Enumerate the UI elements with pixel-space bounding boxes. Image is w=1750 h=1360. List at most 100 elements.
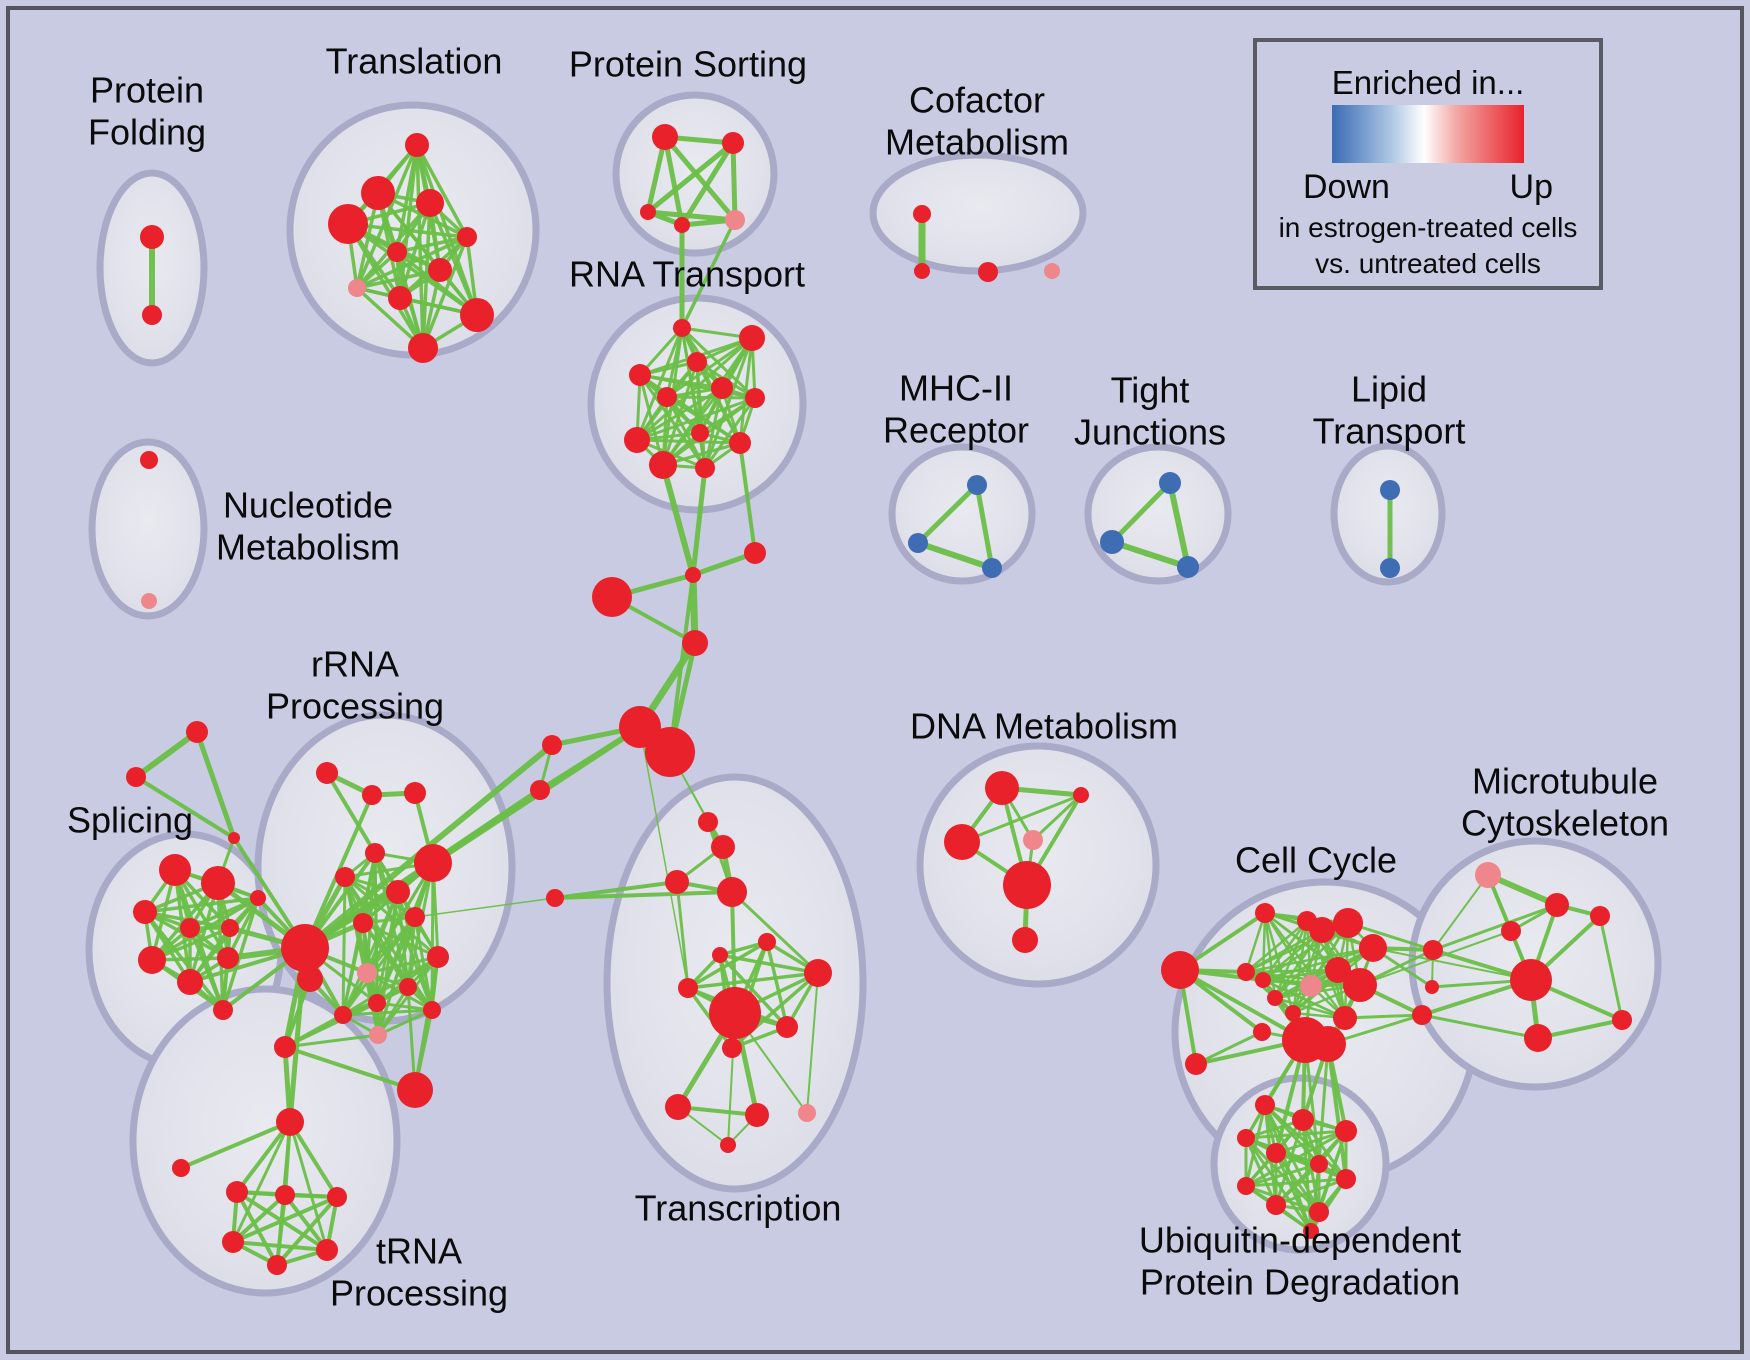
node-rt2 [739, 325, 765, 351]
node-cc12 [1255, 972, 1271, 988]
cluster-label-mhc2-receptor: Receptor [883, 410, 1029, 451]
node-tr1 [405, 133, 429, 157]
node-tr11 [408, 333, 438, 363]
node-mt3 [1501, 921, 1521, 941]
node-tx4 [717, 877, 747, 907]
edge [1274, 1151, 1313, 1233]
edge [1432, 874, 1489, 951]
node-rr16 [334, 1006, 352, 1024]
cluster-label-lipid-transport: Transport [1313, 411, 1466, 452]
edge [553, 890, 734, 900]
node-tx15 [798, 1104, 816, 1122]
node-ub6 [1310, 1155, 1328, 1173]
edge [703, 336, 754, 470]
node-tri3 [228, 832, 240, 844]
node-rr8 [353, 913, 373, 933]
edge [1536, 1018, 1624, 1040]
node-cn1 [685, 567, 701, 583]
edge [915, 540, 995, 571]
edge [421, 235, 469, 350]
node-tn5 [316, 1239, 338, 1261]
edge [1244, 1162, 1321, 1188]
node-cc1 [1161, 951, 1199, 989]
node-tn4 [222, 1231, 244, 1253]
cluster-label-cofactor-metabolism: Metabolism [885, 122, 1069, 163]
edge [1274, 1177, 1348, 1207]
edge [376, 890, 400, 1037]
cluster-bubble-cofactor-metabolism [869, 151, 1087, 275]
edge [1244, 919, 1309, 974]
edge [235, 1120, 292, 1194]
node-tx10 [709, 987, 761, 1039]
edge [676, 1105, 759, 1117]
node-dm2 [1073, 787, 1089, 803]
edge [341, 915, 417, 1017]
edge [703, 396, 757, 470]
node-cn5 [542, 735, 562, 755]
node-tj3 [1177, 556, 1199, 578]
node-br1 [1423, 940, 1443, 960]
edge [639, 726, 689, 989]
edge [730, 140, 738, 223]
cluster-label-cell-cycle: Cell Cycle [1235, 840, 1397, 881]
node-ub5 [1266, 1143, 1286, 1163]
node-tri2 [126, 767, 146, 787]
edge [738, 441, 757, 555]
node-cc18 [1253, 1023, 1271, 1041]
edge [718, 953, 789, 1029]
node-tx1 [698, 812, 718, 832]
node-cc16 [1310, 1026, 1346, 1062]
node-tx16 [720, 1137, 736, 1153]
node-cc8 [1333, 908, 1363, 938]
cluster-label-ubiquitin-degradation: Ubiquitin-dependent [1139, 1220, 1461, 1261]
node-sp10 [250, 890, 266, 906]
edge [231, 1193, 287, 1244]
edge [686, 971, 820, 990]
edge [1109, 480, 1173, 545]
edge [325, 771, 377, 855]
node-tri1 [186, 721, 208, 743]
edge [1301, 1118, 1348, 1181]
node-cf4 [1044, 263, 1060, 279]
edge [1274, 1129, 1348, 1155]
edge [1326, 1042, 1348, 1181]
edge [413, 915, 434, 1012]
cluster-label-ubiquitin-degradation: Protein Degradation [1140, 1262, 1460, 1303]
node-bb [645, 727, 695, 777]
node-mt4 [1510, 959, 1552, 1001]
node-cc10 [1325, 957, 1351, 983]
node-rt11 [649, 451, 677, 479]
edge [635, 326, 684, 442]
node-br3 [1412, 1005, 1432, 1025]
cluster-label-protein-sorting: Protein Sorting [569, 44, 807, 85]
cluster-label-trna-processing: tRNA [376, 1231, 462, 1272]
legend-title: Enriched in... [1331, 64, 1525, 101]
node-tx3 [665, 870, 689, 894]
cluster-label-microtubule-cytoskeleton: Microtubule [1472, 761, 1658, 802]
node-tx9 [678, 978, 698, 998]
node-dm4 [1023, 830, 1043, 850]
cluster-label-tight-junctions: Tight [1111, 370, 1190, 411]
node-th1 [276, 1108, 304, 1136]
edge [1194, 1030, 1264, 1066]
node-ub7 [1237, 1177, 1255, 1195]
edge [283, 1001, 379, 1049]
node-pf2 [142, 305, 162, 325]
node-rr17 [274, 1036, 296, 1058]
node-ub4 [1237, 1129, 1255, 1147]
edge [1273, 919, 1309, 1000]
edge [188, 881, 220, 984]
cluster-label-nucleotide-metabolism: Metabolism [216, 527, 400, 568]
edge [660, 462, 696, 578]
node-ub2 [1292, 1109, 1314, 1131]
edge [150, 896, 260, 962]
edge [1372, 947, 1532, 981]
cluster-bubble-tight-junctions [1084, 443, 1232, 585]
edge [806, 972, 819, 1114]
legend-gradient-bar [1332, 105, 1524, 163]
edge [974, 482, 995, 571]
legend-up-label: Up [1509, 168, 1553, 206]
node-sp9 [213, 1000, 233, 1020]
node-cc7 [1309, 917, 1335, 943]
